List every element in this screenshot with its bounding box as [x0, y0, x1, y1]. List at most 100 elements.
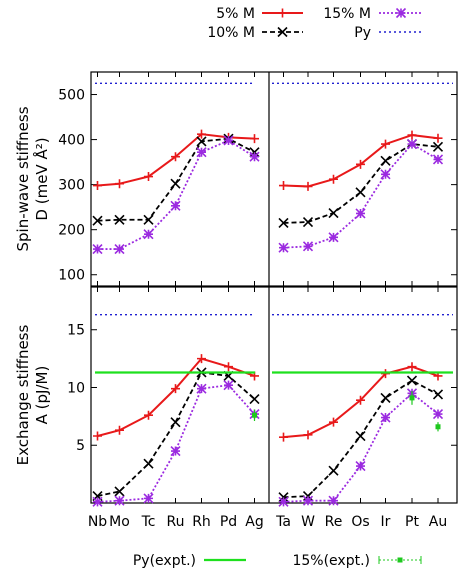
series-line-m5 [97, 357, 255, 437]
y-tick-label: 10 [67, 380, 85, 396]
point-m10-Ru [170, 417, 181, 428]
point-m5-Pd [224, 362, 233, 372]
point-m15-Ir [380, 169, 391, 180]
point-m15-Pt [406, 139, 418, 150]
point-m15-Mo [114, 495, 125, 506]
point-m5-Tc [144, 410, 153, 420]
point-m5-Nb [93, 181, 102, 191]
point-m15-Ru [170, 445, 181, 457]
point-m15-Tc [143, 493, 154, 504]
point-m5-Rh [197, 354, 206, 364]
x-tick-label-Mo: Mo [109, 514, 130, 530]
x-tick-label-Ru: Ru [167, 514, 185, 530]
point-m15-Pd [223, 135, 234, 146]
point-m5-Ta [279, 181, 288, 191]
point-m10-W [302, 491, 314, 502]
point-m10-Os [355, 187, 366, 198]
point-m15-Mo [114, 243, 125, 255]
point-m10-Os [355, 430, 366, 442]
y-tick-label: 15 [67, 323, 85, 339]
x-tick-label-Nb: Nb [88, 514, 107, 530]
legend-label-m15: 15% M [323, 6, 371, 22]
point-m5-Tc [144, 172, 153, 182]
legend-label-m10: 10% M [207, 25, 255, 41]
point-m5-W [303, 430, 313, 440]
y-tick-label: 5 [76, 438, 85, 454]
legend-marker-15-expt [397, 557, 403, 563]
expt-point-Au [435, 424, 441, 430]
point-m15-Os [355, 460, 366, 472]
point-m15-Re [328, 232, 339, 243]
point-m5-Re [329, 174, 338, 184]
point-m5-Re [329, 417, 338, 427]
x-tick-label-Tc: Tc [141, 514, 156, 530]
point-m10-Ta [278, 217, 289, 228]
x-tick-label-Pd: Pd [220, 514, 237, 530]
panel-spin-wave-stiffness: 100 200 300 400 500 Spin-wave stiffnessD (meV… [14, 71, 458, 287]
x-tick-label-Ta: Ta [275, 514, 291, 530]
point-m5-Au [433, 133, 443, 143]
point-m5-Pt [407, 130, 417, 140]
point-m15-Nb [92, 496, 103, 507]
y-tick-label: 400 [58, 133, 85, 149]
point-m15-Ta [278, 496, 289, 507]
point-m15-W [302, 241, 314, 252]
x-tick-label-Os: Os [351, 514, 369, 530]
point-m10-Ta [278, 492, 289, 503]
legend-marker-m15 [395, 7, 407, 19]
point-m15-Au [432, 154, 444, 165]
plot-frame [90, 286, 458, 504]
point-m5-Ir [381, 139, 390, 149]
series-line-m15 [97, 384, 256, 503]
series-line-m15 [283, 392, 439, 503]
x-tick-label-Rh: Rh [192, 514, 211, 530]
point-m5-Os [356, 395, 365, 405]
legend-bottom: Py(expt.) 15%(expt.) [133, 553, 422, 569]
x-tick-label-Ag: Ag [245, 514, 263, 530]
point-m5-Ag [250, 134, 259, 144]
y-axis-label: Exchange stiffnessA (pJ/M) [14, 325, 51, 466]
point-m15-Os [355, 208, 366, 219]
y-tick-label: 300 [58, 178, 85, 194]
point-m5-Ta [279, 432, 288, 442]
point-m10-Ag [249, 147, 260, 158]
point-m10-W [302, 216, 314, 228]
series-line-m15 [283, 142, 439, 249]
point-m10-Ru [170, 178, 181, 189]
point-m15-Tc [143, 229, 154, 240]
point-m5-Pt [407, 362, 417, 372]
x-tick-label-Ir: Ir [381, 514, 391, 530]
point-m10-Ag [249, 393, 260, 405]
expt-point-Pt [409, 395, 415, 401]
y-tick-label: 100 [58, 268, 85, 284]
point-m15-Pd [223, 380, 234, 391]
point-m5-Rh [197, 129, 206, 139]
point-m15-Ta [278, 242, 289, 253]
point-m15-Ru [170, 200, 181, 211]
legend-label-m5: 5% M [216, 6, 255, 22]
legend-marker-m5 [278, 8, 287, 18]
legend-marker-m10 [277, 26, 288, 38]
point-m15-Re [328, 495, 339, 506]
point-m10-Mo [114, 486, 125, 497]
point-m15-Nb [92, 243, 103, 255]
point-m10-Ir [380, 392, 391, 403]
point-m15-Ir [380, 412, 391, 423]
point-m10-Au [432, 141, 444, 152]
legend-label-py-expt: Py(expt.) [133, 553, 196, 569]
point-m10-Mo [114, 214, 125, 225]
point-m5-Ir [381, 369, 390, 379]
plot-frame [90, 71, 458, 287]
point-m10-Re [328, 465, 339, 476]
x-tick-label-Pt: Pt [405, 514, 419, 530]
point-m15-W [302, 495, 314, 506]
y-axis-label: Spin-wave stiffnessD (meV Å²) [14, 106, 51, 251]
point-m15-Rh [196, 147, 207, 158]
point-m15-Ag [249, 151, 260, 162]
expt-point-Ag [252, 412, 257, 418]
legend-label-15-expt: 15%(expt.) [292, 553, 370, 569]
point-m10-Au [432, 389, 444, 400]
point-m5-Nb [93, 431, 102, 441]
point-m5-Ru [171, 384, 180, 394]
